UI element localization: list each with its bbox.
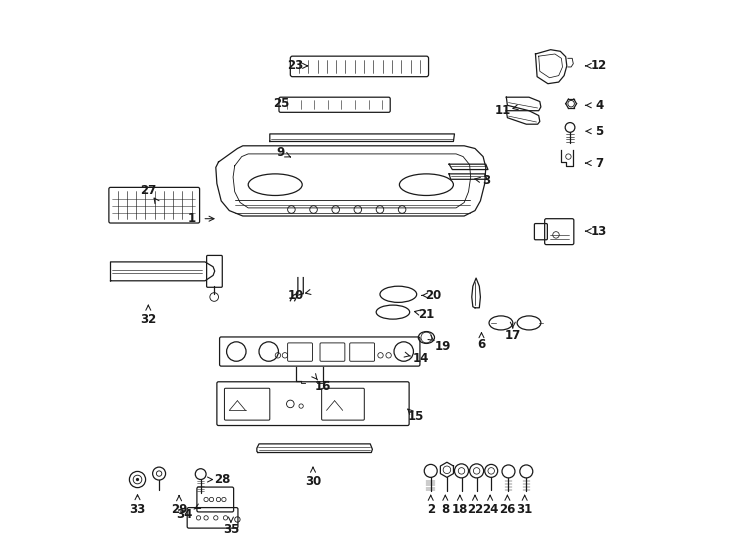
Text: 10: 10 [288,289,304,302]
Text: 2: 2 [426,503,435,516]
Text: 24: 24 [482,503,498,516]
Text: 4: 4 [595,99,603,112]
Text: 31: 31 [517,503,533,516]
Text: 5: 5 [595,125,603,138]
Text: 25: 25 [274,97,290,110]
Text: 33: 33 [129,503,145,516]
Text: 17: 17 [505,329,521,342]
Text: 26: 26 [499,503,515,516]
Text: 32: 32 [140,313,156,326]
Text: 8: 8 [441,503,449,516]
Text: 1: 1 [187,212,195,225]
Text: 28: 28 [214,473,230,486]
Text: 23: 23 [288,59,304,72]
Text: 3: 3 [482,174,490,187]
Text: 21: 21 [418,308,435,321]
Text: 35: 35 [222,523,239,536]
Text: 13: 13 [591,225,607,238]
Text: 15: 15 [407,410,424,423]
Text: 7: 7 [595,157,603,170]
Text: 14: 14 [413,352,429,365]
Text: 34: 34 [176,508,192,521]
Text: 16: 16 [315,380,331,393]
Text: 29: 29 [171,503,187,516]
Circle shape [136,478,139,481]
Text: 6: 6 [477,338,486,351]
Text: 12: 12 [591,59,607,72]
Text: 22: 22 [467,503,483,516]
Text: 11: 11 [495,104,511,117]
Text: 18: 18 [451,503,468,516]
Text: 27: 27 [140,184,156,197]
Text: 30: 30 [305,475,321,488]
Text: 20: 20 [425,289,441,302]
Text: 19: 19 [435,340,451,353]
Text: 9: 9 [277,146,285,159]
